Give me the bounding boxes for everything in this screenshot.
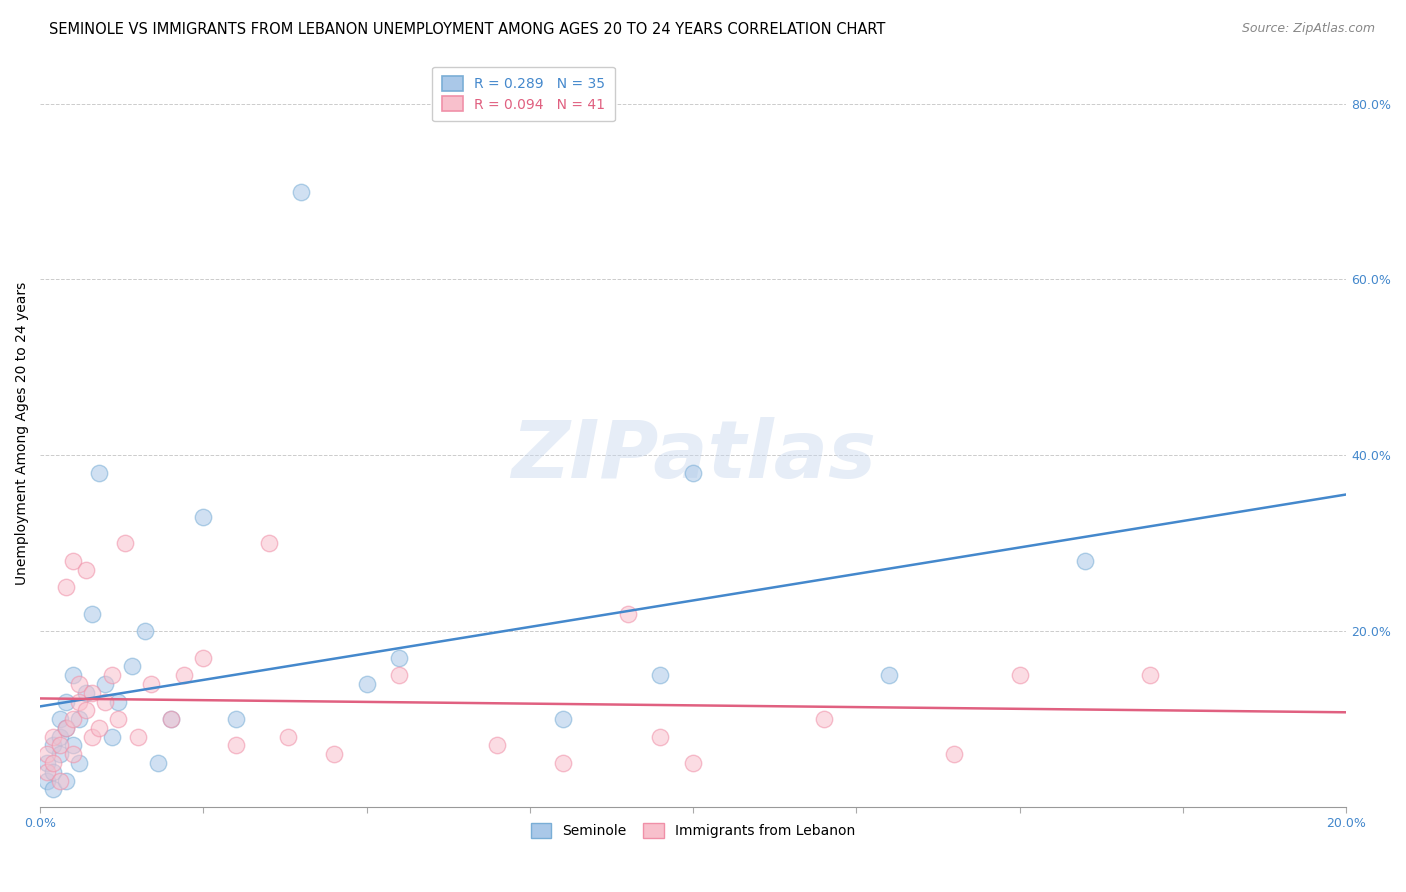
Text: Source: ZipAtlas.com: Source: ZipAtlas.com (1241, 22, 1375, 36)
Point (94, 694, 117, 708)
Point (943, 747, 966, 762)
Point (682, 466, 704, 480)
Legend: Seminole, Immigrants from Lebanon: Seminole, Immigrants from Lebanon (523, 816, 863, 845)
Point (650, 730, 672, 744)
Point (257, 536, 280, 550)
Point (388, 668, 411, 682)
Point (290, 185, 312, 199)
Point (277, 730, 299, 744)
Point (225, 739, 247, 753)
Point (82, 730, 104, 744)
Point (94, 677, 117, 691)
Point (82, 607, 104, 621)
Point (87, 721, 110, 735)
Point (75, 703, 97, 717)
Point (62, 668, 84, 682)
Point (193, 509, 215, 524)
Point (42, 764, 65, 779)
Point (55, 721, 77, 735)
Point (55, 773, 77, 788)
Point (67, 694, 90, 708)
Point (42, 756, 65, 770)
Text: ZIPatlas: ZIPatlas (510, 417, 876, 495)
Point (48, 773, 70, 788)
Point (42, 782, 65, 797)
Point (877, 668, 900, 682)
Point (121, 659, 143, 673)
Point (486, 739, 509, 753)
Point (323, 747, 346, 762)
Point (35, 747, 58, 762)
Point (650, 668, 672, 682)
Point (107, 712, 129, 726)
Point (48, 747, 70, 762)
Point (67, 677, 90, 691)
Point (134, 624, 156, 639)
Point (42, 730, 65, 744)
Point (225, 712, 247, 726)
Point (101, 730, 124, 744)
Point (48, 739, 70, 753)
Point (617, 607, 640, 621)
Point (55, 694, 77, 708)
Point (62, 739, 84, 753)
Point (67, 712, 90, 726)
Point (62, 712, 84, 726)
Point (551, 756, 574, 770)
Point (101, 668, 124, 682)
Point (48, 712, 70, 726)
Point (35, 764, 58, 779)
Point (62, 747, 84, 762)
Point (75, 686, 97, 700)
Point (1074, 554, 1097, 568)
Point (139, 677, 162, 691)
Point (193, 650, 215, 665)
Point (1139, 668, 1161, 682)
Point (82, 686, 104, 700)
Point (48, 730, 70, 744)
Point (682, 756, 704, 770)
Point (159, 712, 181, 726)
Point (55, 580, 77, 594)
Point (356, 677, 378, 691)
Y-axis label: Unemployment Among Ages 20 to 24 years: Unemployment Among Ages 20 to 24 years (15, 282, 30, 585)
Point (813, 712, 835, 726)
Point (67, 756, 90, 770)
Point (75, 563, 97, 577)
Point (107, 694, 129, 708)
Point (55, 721, 77, 735)
Text: SEMINOLE VS IMMIGRANTS FROM LEBANON UNEMPLOYMENT AMONG AGES 20 TO 24 YEARS CORRE: SEMINOLE VS IMMIGRANTS FROM LEBANON UNEM… (49, 22, 886, 37)
Point (114, 536, 136, 550)
Point (35, 756, 58, 770)
Point (173, 668, 195, 682)
Point (1008, 668, 1031, 682)
Point (42, 739, 65, 753)
Point (127, 730, 149, 744)
Point (35, 773, 58, 788)
Point (388, 650, 411, 665)
Point (159, 712, 181, 726)
Point (87, 466, 110, 480)
Point (551, 712, 574, 726)
Point (146, 756, 169, 770)
Point (62, 554, 84, 568)
